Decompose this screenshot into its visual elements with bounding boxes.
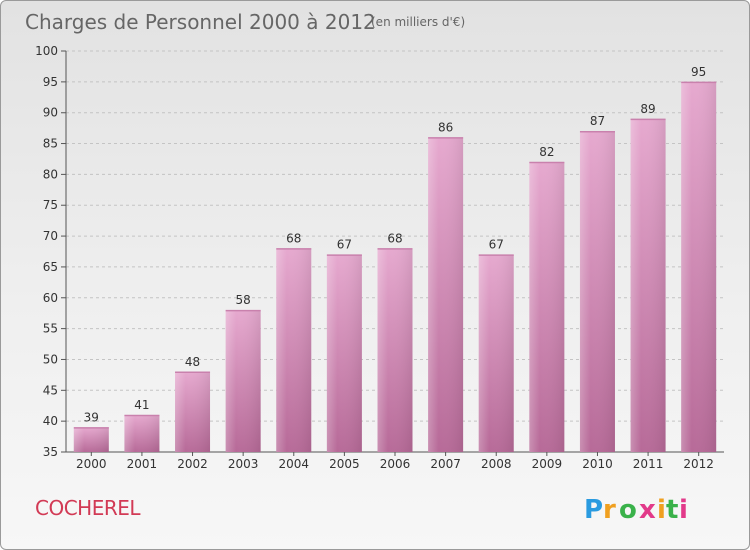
x-tick-label: 2012 (683, 457, 714, 471)
x-tick-label: 2003 (228, 457, 259, 471)
logo-letter-r: r (603, 495, 616, 525)
data-label-2009: 82 (539, 145, 554, 159)
y-tick-label: 95 (43, 75, 58, 89)
x-tick-label: 2006 (380, 457, 411, 471)
bar-sheen (681, 81, 717, 452)
chart-title: Charges de Personnel 2000 à 2012 (25, 10, 376, 34)
x-tick-label: 2000 (76, 457, 107, 471)
y-tick-label: 35 (43, 445, 58, 459)
y-tick-label: 55 (43, 322, 58, 336)
bar-sheen (124, 414, 160, 452)
logo-letter-p: P (584, 495, 603, 525)
axis-layer: 35 40 45 50 55 60 65 70 75 80 85 90 95 100 2000 2001 200… (35, 44, 724, 471)
bar-sheen (73, 427, 109, 452)
data-label-2011: 89 (640, 102, 655, 116)
data-label-2004: 68 (286, 231, 301, 245)
bar-sheen (529, 162, 565, 453)
data-label-2012: 95 (691, 65, 706, 79)
y-tick-label: 90 (43, 106, 58, 120)
data-label-2005: 67 (337, 238, 352, 252)
data-label-2001: 41 (134, 398, 149, 412)
x-tick-label: 2004 (278, 457, 309, 471)
x-tick-label: 2005 (329, 457, 360, 471)
x-tick-label: 2011 (633, 457, 664, 471)
y-tick-label: 100 (35, 44, 58, 58)
y-tick-label: 85 (43, 137, 58, 151)
y-tick-label: 70 (43, 229, 58, 243)
y-tick-label: 75 (43, 198, 58, 212)
x-tick-label: 2009 (532, 457, 563, 471)
data-label-2002: 48 (185, 355, 200, 369)
x-tick-label: 2007 (430, 457, 461, 471)
logo-letter-x: x (639, 495, 656, 525)
data-label-2000: 39 (84, 410, 99, 424)
bar-sheen (326, 254, 362, 452)
logo-letter-i2: i (679, 495, 688, 525)
bar-sheen (478, 254, 514, 452)
data-label-2003: 58 (236, 293, 251, 307)
data-label-2006: 68 (387, 231, 402, 245)
commune-name: COCHEREL (35, 496, 141, 520)
bar-layer (73, 81, 717, 453)
y-tick-label: 65 (43, 260, 58, 274)
proxiti-logo: P r o x i t i (584, 495, 688, 525)
data-label-2007: 86 (438, 120, 453, 134)
bar-sheen (225, 310, 261, 452)
y-tick-label: 50 (43, 352, 58, 366)
bar-sheen (428, 137, 464, 452)
logo-letter-t: t (666, 495, 678, 525)
x-tick-label: 2002 (177, 457, 208, 471)
bar-sheen (175, 371, 211, 452)
logo-letter-o: o (619, 495, 637, 525)
data-label-2010: 87 (590, 114, 605, 128)
chart-subtitle: (en milliers d'€) (371, 15, 465, 29)
bar-sheen (630, 118, 666, 452)
bar-sheen (579, 131, 615, 452)
bar-sheen (276, 248, 312, 452)
x-tick-label: 2010 (582, 457, 613, 471)
logo-letter-i: i (657, 495, 666, 525)
y-tick-label: 60 (43, 291, 58, 305)
label-layer: 39 41 48 58 68 67 68 86 67 82 87 89 95 (84, 65, 707, 424)
x-tick-label: 2001 (127, 457, 158, 471)
data-label-2008: 67 (489, 238, 504, 252)
y-tick-label: 45 (43, 383, 58, 397)
x-tick-label: 2008 (481, 457, 512, 471)
y-tick-label: 40 (43, 414, 58, 428)
y-tick-label: 80 (43, 167, 58, 181)
bar-sheen (377, 248, 413, 452)
